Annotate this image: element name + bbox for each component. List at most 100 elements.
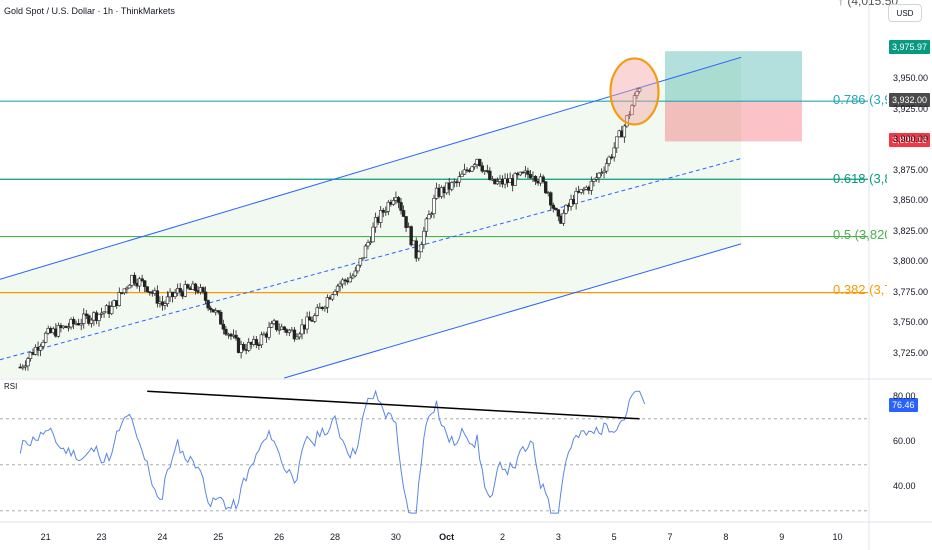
candle-body [564, 204, 568, 214]
candle-body [102, 311, 106, 314]
candle-body [297, 333, 302, 338]
candle-body [384, 211, 388, 213]
fib-5-label: 0.5 (3,820. [833, 227, 887, 242]
candle-body [561, 212, 566, 224]
candle-body [599, 172, 604, 174]
rsi-divergence-line [147, 390, 640, 420]
candle-body [371, 226, 375, 243]
candle-body [419, 244, 424, 253]
candle-body [71, 319, 76, 325]
candle-body [33, 346, 38, 355]
candle-body [404, 216, 408, 228]
time-tick-label: 25 [213, 532, 224, 542]
price-tick-label: 3,725.00 [893, 347, 929, 358]
candle-body [518, 171, 522, 176]
time-tick-label: 24 [157, 532, 168, 542]
candle-body [21, 366, 25, 369]
candle-body [348, 277, 352, 283]
price-tick-label: 3,875.00 [893, 164, 929, 175]
candle-body [142, 280, 147, 287]
candle-body [361, 257, 365, 260]
candle-body [513, 173, 517, 186]
candle-body [612, 147, 616, 158]
channel-upper-line [0, 56, 742, 280]
candle-body [163, 303, 167, 306]
candle-body [165, 296, 170, 304]
price-tick-label: 3,925.00 [893, 103, 929, 114]
candle-body [592, 179, 596, 182]
candle-body [323, 306, 327, 310]
target-price-tag: 3,975.97 [889, 40, 931, 54]
candle-body [292, 329, 297, 340]
candle-body [432, 198, 436, 214]
rsi-value-tag: 76.46 [889, 398, 918, 412]
candle-body [477, 158, 482, 167]
candle-body [117, 292, 121, 306]
candle-body [56, 325, 61, 337]
candle-body [422, 230, 426, 245]
candle-body [353, 270, 358, 277]
candle-body [366, 242, 370, 247]
candle-body [221, 323, 226, 330]
stop-zone [664, 101, 803, 142]
currency-button[interactable]: USD [888, 4, 922, 22]
candle-body [630, 105, 634, 116]
candle-body [43, 332, 48, 343]
candle-body [254, 339, 259, 345]
candle-body [89, 319, 94, 324]
price-tick-label: 3,900.00 [893, 134, 929, 145]
price-tick-label: 3,750.00 [893, 317, 929, 328]
rsi-title: RSI [4, 382, 18, 391]
candle-body [429, 213, 434, 216]
candle-body [635, 91, 639, 96]
price-tick-label: 3,800.00 [893, 256, 929, 267]
time-tick-label: 26 [274, 532, 285, 542]
candle-body [300, 324, 304, 335]
candle-body [234, 334, 238, 339]
candle-body [26, 358, 30, 367]
time-tick-label: 5 [611, 532, 617, 542]
candle-body [325, 297, 330, 308]
candle-body [203, 291, 208, 301]
candle-body [363, 245, 368, 259]
candle-body [257, 344, 261, 346]
rsi-tick-40: 40.00 [893, 481, 916, 491]
candle-body [41, 341, 45, 347]
candle-body [305, 316, 309, 330]
candle-body [201, 287, 205, 293]
candle-body [330, 294, 335, 300]
time-tick-label: 28 [330, 532, 341, 542]
candle-body [28, 352, 33, 359]
candle-body [427, 214, 431, 220]
candle-body [183, 284, 187, 297]
candle-body [417, 251, 421, 259]
candle-body [295, 336, 299, 340]
candle-body [556, 209, 561, 217]
candle-body [551, 204, 555, 209]
time-tick-label: 21 [40, 532, 51, 542]
candle-body [338, 283, 342, 287]
candle-body [607, 156, 611, 164]
candle-body [193, 283, 198, 291]
candle-body [38, 345, 43, 351]
candle-body [79, 323, 83, 326]
candle-body [66, 326, 71, 329]
candle-body [127, 284, 132, 289]
candle-body [450, 182, 454, 190]
candle-body [409, 226, 413, 246]
candle-body [457, 176, 462, 183]
candle-body [480, 165, 484, 172]
candle-body [313, 315, 317, 322]
candle-body [379, 209, 383, 223]
candle-body [145, 286, 149, 292]
candle-body [173, 292, 177, 297]
rsi-tick-60: 60.00 [893, 436, 916, 446]
candle-body [526, 170, 530, 175]
candle-body [282, 326, 286, 330]
candle-body [84, 313, 88, 316]
candle-body [259, 334, 264, 346]
chart-title: Gold Spot / U.S. Dollar · 1h · ThinkMark… [4, 6, 175, 16]
candle-body [462, 169, 467, 175]
candle-body [122, 288, 127, 294]
